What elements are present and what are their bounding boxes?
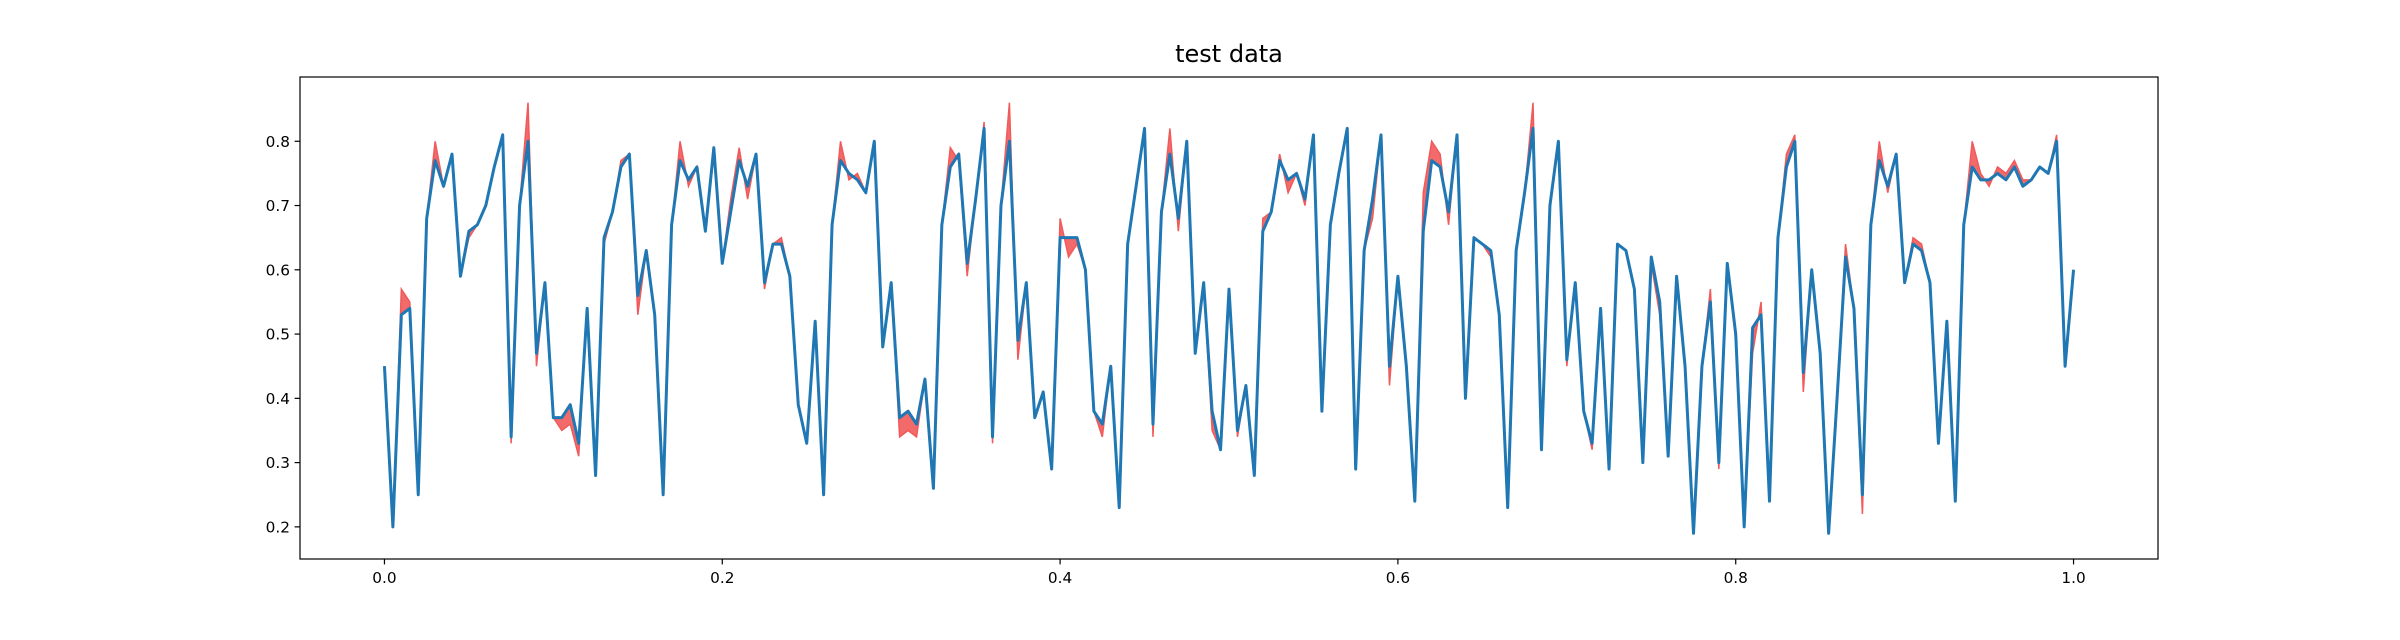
y-tick-label: 0.4	[266, 390, 290, 408]
data-line	[382, 126, 2076, 535]
y-tick-label: 0.8	[266, 133, 290, 151]
y-tick-label: 0.3	[266, 454, 290, 472]
x-tick-label: 0.4	[1048, 569, 1072, 587]
y-tick-label: 0.5	[266, 326, 290, 344]
x-tick-label: 0.0	[372, 569, 396, 587]
plot-frame	[299, 76, 2159, 560]
band-area	[383, 102, 2075, 534]
x-tick-label: 0.2	[710, 569, 734, 587]
x-tick-label: 0.8	[1724, 569, 1748, 587]
y-tick-label: 0.2	[266, 518, 290, 536]
x-tick-label: 1.0	[2061, 569, 2085, 587]
y-tick-label: 0.7	[266, 197, 290, 215]
x-tick-label: 0.6	[1386, 569, 1410, 587]
y-tick-label: 0.6	[266, 261, 290, 279]
chart-title: test data	[1175, 40, 1283, 68]
